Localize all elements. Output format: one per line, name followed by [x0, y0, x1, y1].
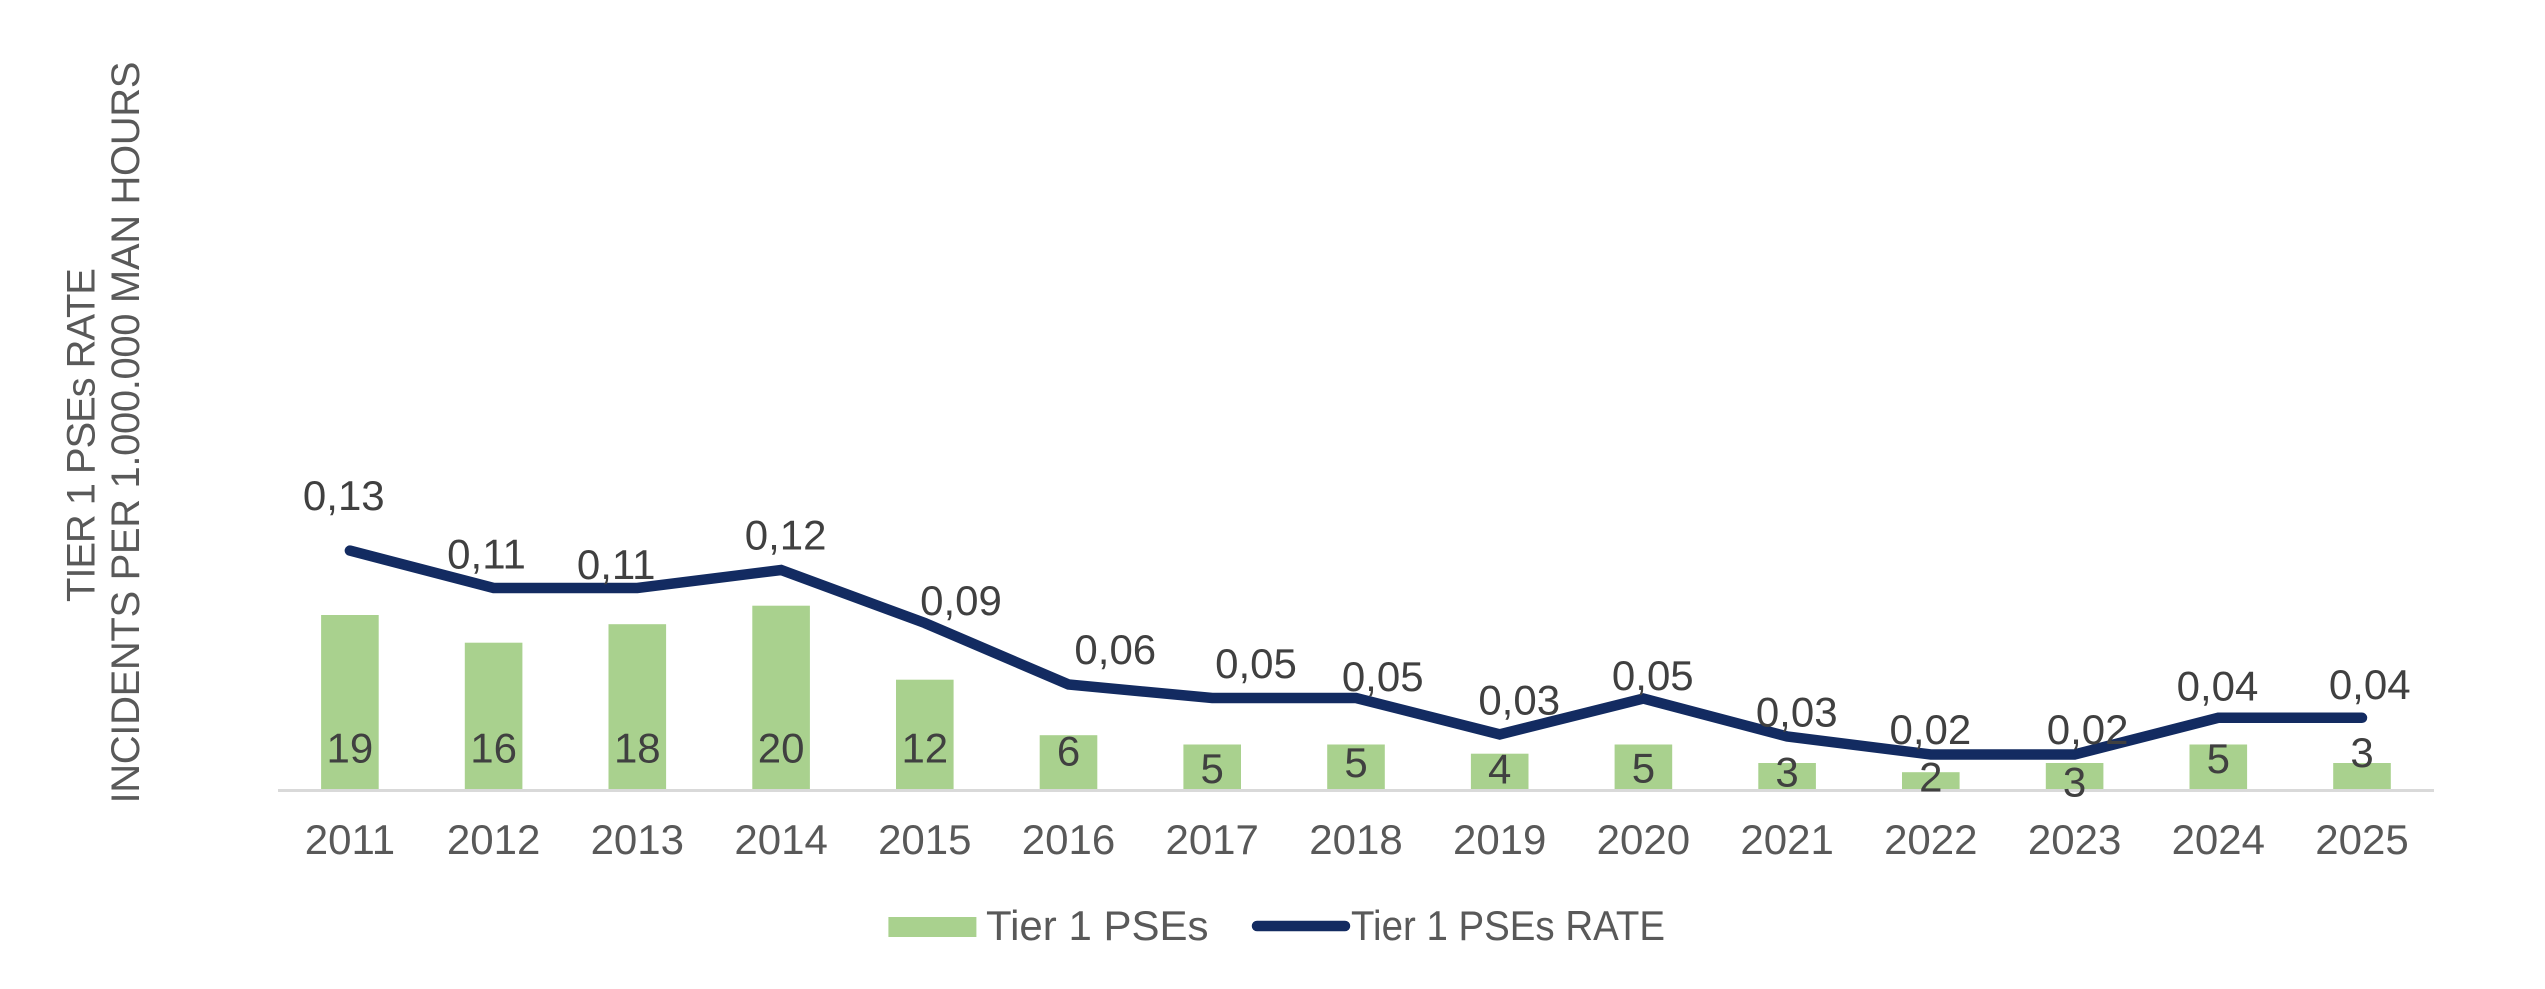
svg-text:2023: 2023	[2028, 816, 2121, 863]
svg-text:2014: 2014	[734, 816, 827, 863]
svg-text:18: 18	[614, 724, 661, 771]
svg-text:Tier 1 PSEs RATE: Tier 1 PSEs RATE	[1351, 902, 1665, 949]
svg-text:0,03: 0,03	[1478, 677, 1560, 724]
svg-text:2021: 2021	[1740, 816, 1833, 863]
svg-text:6: 6	[1057, 728, 1080, 775]
svg-text:2016: 2016	[1022, 816, 1115, 863]
svg-text:0,12: 0,12	[745, 511, 827, 558]
svg-text:Tier 1 PSEs: Tier 1 PSEs	[986, 902, 1209, 949]
svg-text:5: 5	[1632, 744, 1655, 791]
svg-text:0,05: 0,05	[1612, 652, 1694, 699]
svg-text:5: 5	[1344, 739, 1367, 786]
svg-text:0,05: 0,05	[1342, 653, 1424, 700]
svg-text:0,03: 0,03	[1756, 689, 1838, 736]
svg-text:4: 4	[1488, 745, 1511, 792]
svg-text:2: 2	[1919, 753, 1942, 800]
svg-text:0,13: 0,13	[303, 472, 385, 519]
svg-text:2022: 2022	[1884, 816, 1977, 863]
svg-text:2018: 2018	[1309, 816, 1402, 863]
svg-text:20: 20	[758, 725, 805, 772]
svg-text:3: 3	[2063, 759, 2086, 806]
svg-text:5: 5	[1201, 745, 1224, 792]
svg-text:INCIDENTS PER 1.000.000 MAN HO: INCIDENTS PER 1.000.000 MAN HOURS	[104, 61, 148, 803]
svg-text:2017: 2017	[1165, 816, 1258, 863]
svg-text:2013: 2013	[591, 816, 684, 863]
svg-text:5: 5	[2207, 735, 2230, 782]
svg-text:16: 16	[470, 724, 517, 771]
svg-text:0,04: 0,04	[2329, 661, 2411, 708]
svg-text:3: 3	[1775, 748, 1798, 795]
svg-text:0,02: 0,02	[2047, 706, 2129, 753]
svg-text:3: 3	[2350, 729, 2373, 776]
svg-text:TIER 1 PSEs RATE: TIER 1 PSEs RATE	[60, 268, 104, 602]
svg-text:0,11: 0,11	[577, 541, 656, 588]
svg-text:19: 19	[327, 725, 374, 772]
svg-text:2012: 2012	[447, 816, 540, 863]
svg-text:12: 12	[901, 725, 948, 772]
svg-text:0,06: 0,06	[1074, 626, 1156, 673]
svg-text:0,02: 0,02	[1890, 706, 1972, 753]
svg-text:2011: 2011	[305, 816, 395, 863]
svg-text:2025: 2025	[2315, 816, 2408, 863]
svg-text:2019: 2019	[1453, 816, 1546, 863]
svg-text:0,05: 0,05	[1215, 640, 1297, 687]
svg-text:2024: 2024	[2172, 816, 2265, 863]
svg-text:0,09: 0,09	[920, 577, 1002, 624]
svg-text:2015: 2015	[878, 816, 971, 863]
svg-text:0,04: 0,04	[2177, 663, 2259, 710]
svg-text:2020: 2020	[1597, 816, 1690, 863]
svg-text:0,11: 0,11	[447, 531, 526, 578]
